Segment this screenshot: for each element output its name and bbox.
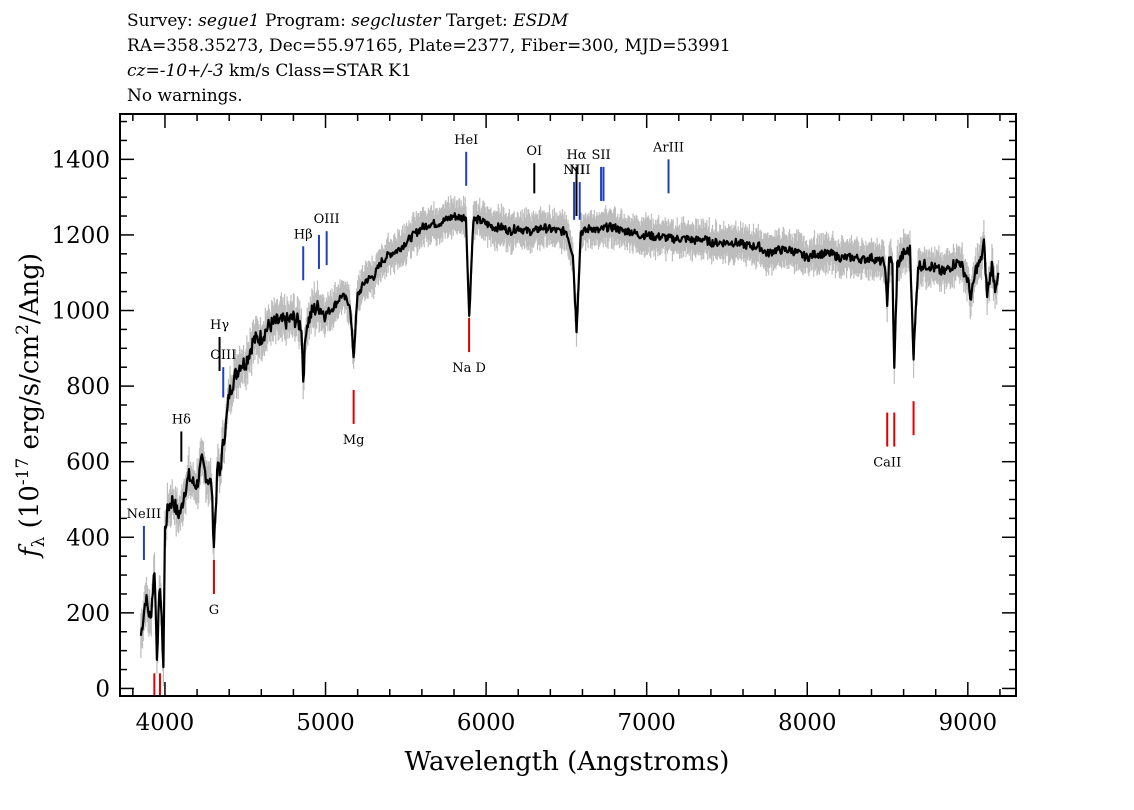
emission-label: Hβ	[294, 227, 313, 242]
emission-label: Hγ	[210, 318, 229, 333]
x-tick-label: 6000	[457, 710, 516, 736]
emission-label: HeI	[454, 133, 478, 148]
y-tick-label: 1200	[51, 223, 110, 249]
x-tick-label: 9000	[939, 710, 998, 736]
emission-label: OIII	[314, 212, 340, 227]
emission-label: SII	[591, 148, 610, 163]
emission-label: NeIII	[127, 507, 161, 522]
x-axis-title: Wavelength (Angstroms)	[405, 747, 730, 777]
flux-error-band	[140, 195, 999, 686]
header-line-1: Survey: segue1 Program: segcluster Targe…	[127, 11, 568, 31]
y-tick-label: 200	[66, 601, 110, 627]
y-tick-label: 0	[95, 676, 110, 702]
absorption-label: CaII	[873, 456, 901, 471]
header-line-3: cz=-10+/-3 km/s Class=STAR K1	[127, 61, 412, 81]
y-tick-label: 800	[66, 374, 110, 400]
plot-frame	[119, 113, 1017, 697]
header-line-4: No warnings.	[127, 86, 243, 106]
x-tick-label: 4000	[136, 710, 195, 736]
program-value: segcluster	[351, 11, 441, 31]
y-tick-label: 1400	[51, 147, 110, 173]
flux-line	[139, 212, 1000, 669]
y-tick-label: 400	[66, 525, 110, 551]
x-tick-label: 5000	[296, 710, 355, 736]
y-tick-labels: 0 200 400 600 800 1000 1200 1400	[51, 147, 110, 702]
y-axis-title: fλ (10-17 erg/s/cm2/Ang)	[13, 253, 49, 559]
absorption-label: Mg	[343, 433, 365, 448]
flux-line-group	[139, 212, 1000, 669]
emission-label: OI	[526, 144, 542, 159]
emission-label: ArIII	[652, 140, 684, 155]
survey-value: segue1	[198, 11, 260, 31]
x-tick-labels: 4000 5000 6000 7000 8000 9000	[136, 710, 997, 736]
emission-label: NII	[563, 163, 585, 178]
target-label: Target:	[445, 11, 508, 31]
y-tick-label: 600	[66, 450, 110, 476]
header-line-2: RA=358.35273, Dec=55.97165, Plate=2377, …	[127, 36, 731, 56]
absorption-label: G	[209, 603, 219, 618]
error-band-group	[140, 195, 999, 686]
emission-label: Hδ	[172, 412, 191, 427]
target-value: ESDM	[513, 11, 569, 31]
emission-label: Hα	[566, 148, 586, 163]
cz-value: -10+/-3	[159, 61, 224, 81]
cz-label: cz=	[127, 61, 160, 81]
spectral-line-markers: NeIIIHδHγOIIIHβOIIIHeIOINIIHαNIISIIArIII…	[127, 133, 915, 696]
x-tick-label: 7000	[617, 710, 676, 736]
cz-tail: km/s Class=STAR K1	[223, 61, 412, 81]
y-tick-label: 1000	[51, 299, 110, 325]
program-label: Program:	[265, 11, 346, 31]
absorption-label: Na D	[452, 361, 486, 376]
axis-ticks	[120, 114, 1016, 696]
emission-label: OIII	[210, 348, 236, 363]
survey-label: Survey:	[127, 11, 193, 31]
x-tick-label: 8000	[778, 710, 837, 736]
emission-label: NII	[569, 163, 591, 178]
